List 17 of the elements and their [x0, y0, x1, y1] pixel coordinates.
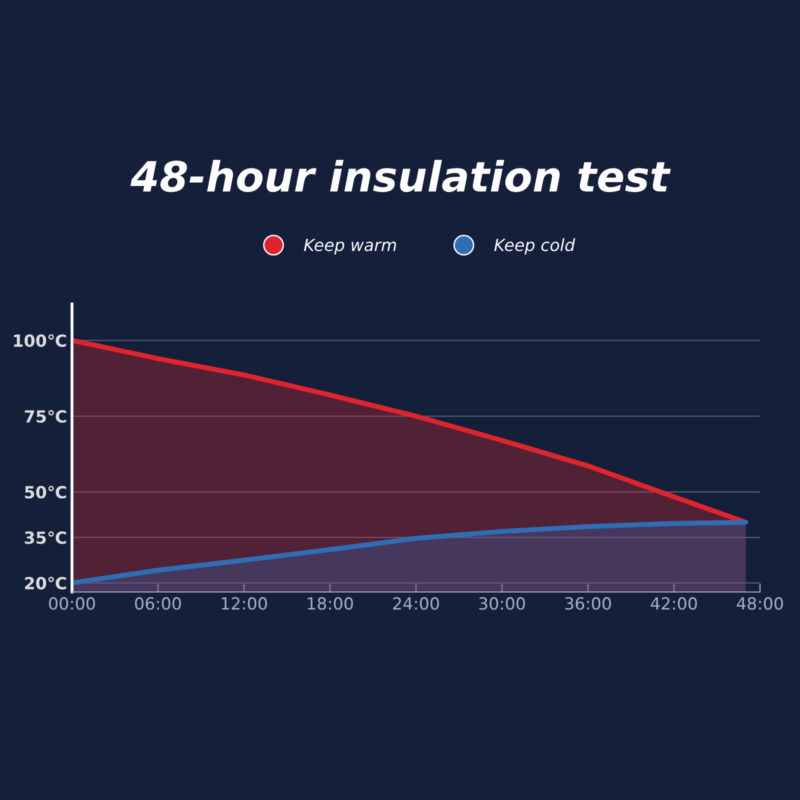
y-tick-label: 50℃ [25, 486, 66, 499]
x-tick-label: 06:00 [135, 597, 181, 610]
legend-label: Keep warm [304, 238, 396, 254]
x-tick-label: 42:00 [650, 597, 697, 610]
x-tick-label: 18:00 [308, 597, 353, 610]
chart-title: 48-hour insulation test [130, 160, 671, 192]
legend-label: Keep cold [494, 238, 576, 254]
y-tick-label: 20℃ [25, 576, 66, 590]
x-tick-label: 36:00 [565, 597, 611, 610]
x-tick-label: 24:00 [393, 597, 439, 610]
x-tick-label: 00:00 [49, 597, 95, 610]
y-tick-label: 100℃ [14, 334, 66, 347]
y-tick-label: 75℃ [24, 410, 66, 423]
y-tick-label: 35℃ [24, 531, 66, 544]
x-tick-label: 12:00 [222, 597, 267, 610]
x-tick-label: 48:00 [736, 597, 783, 610]
x-tick-label: 30:00 [479, 597, 525, 610]
